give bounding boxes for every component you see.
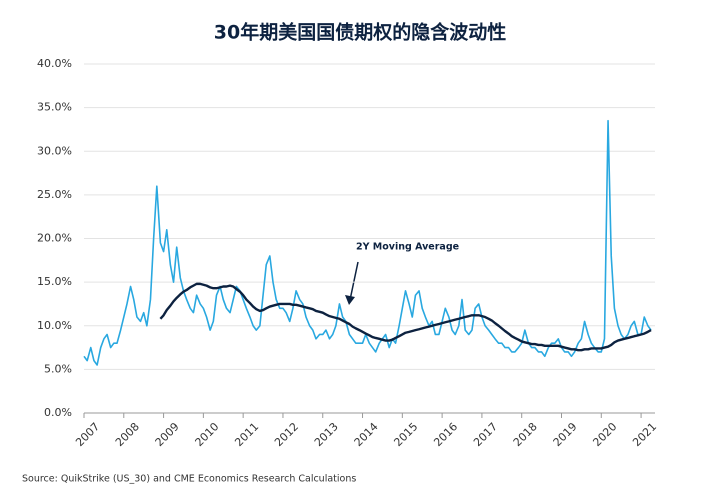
y-tick-label: 20.0% xyxy=(37,232,72,245)
annotation-arrow xyxy=(349,261,359,301)
y-tick-label: 25.0% xyxy=(37,188,72,201)
series-line xyxy=(159,282,652,352)
chart-title: 30年期美国国债期权的隐含波动性 xyxy=(214,21,506,44)
source-note: Source: QuikStrike (US_30) and CME Econo… xyxy=(22,474,356,485)
x-tick-label: 2008 xyxy=(113,420,142,449)
y-tick-label: 15.0% xyxy=(37,275,72,288)
arrow-head xyxy=(345,295,355,305)
y-tick-label: 35.0% xyxy=(37,101,72,114)
x-tick-label: 2011 xyxy=(232,420,261,449)
x-tick-label: 2012 xyxy=(272,420,301,449)
x-tick-label: 2013 xyxy=(312,420,341,449)
x-tick-label: 2015 xyxy=(391,420,420,449)
x-tick-label: 2007 xyxy=(73,420,102,449)
x-tick-label: 2016 xyxy=(431,420,460,449)
x-tick-label: 2018 xyxy=(511,420,540,449)
y-tick-label: 30.0% xyxy=(37,144,72,157)
series-line xyxy=(83,119,652,366)
y-tick-label: 40.0% xyxy=(37,57,72,70)
x-tick-label: 2021 xyxy=(630,420,659,449)
x-tick-label: 2014 xyxy=(352,420,381,449)
y-tick-label: 10.0% xyxy=(37,319,72,332)
x-tick-label: 2017 xyxy=(471,420,500,449)
x-tick-label: 2019 xyxy=(551,420,580,449)
x-tick-label: 2020 xyxy=(590,420,619,449)
y-tick-label: 5.0% xyxy=(44,362,72,375)
x-tick-label: 2010 xyxy=(193,420,222,449)
annotation: 2Y Moving Average xyxy=(356,242,459,253)
x-tick-label: 2009 xyxy=(153,420,182,449)
y-tick-label: 0.0% xyxy=(44,406,72,419)
